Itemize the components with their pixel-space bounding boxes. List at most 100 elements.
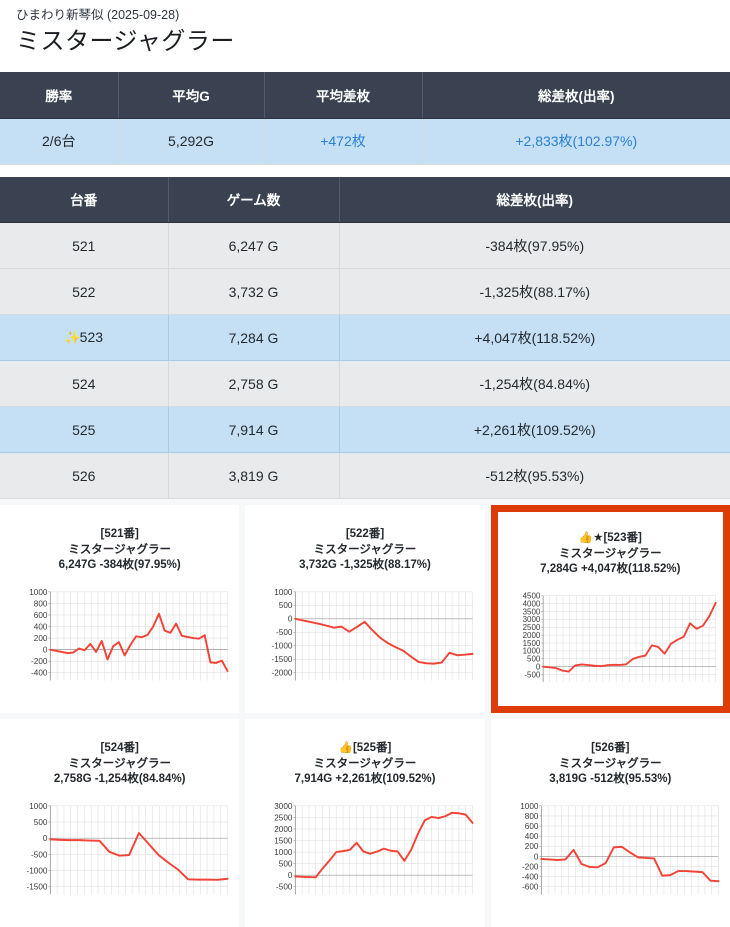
- y-tick-label: -500: [524, 670, 541, 679]
- card-title: 👍[525番] ミスタージャグラー 7,914G +2,261枚(109.52%): [249, 729, 480, 788]
- machines-table-wrap: 台番 ゲーム数 総差枚(出率) 521 6,247 G -384枚(97.95%) 5…: [0, 176, 730, 499]
- machines-table: 台番 ゲーム数 総差枚(出率) 521 6,247 G -384枚(97.95%) 5…: [0, 176, 730, 499]
- table-spacer: [0, 164, 730, 177]
- y-tick-label: -1000: [27, 866, 48, 875]
- table-row[interactable]: 526 3,819 G -512枚(95.53%): [0, 452, 730, 499]
- table-row[interactable]: ✨523 7,284 G +4,047枚(118.52%): [0, 314, 730, 361]
- y-axis-tick-labels: 1000 800 600 400 200 0 -200 -400: [29, 588, 51, 677]
- unit-number-label: 524: [72, 375, 96, 392]
- card-title: [521番] ミスタージャグラー 6,247G -384枚(97.95%): [4, 515, 235, 574]
- y-tick-label: 4000: [522, 599, 540, 608]
- y-tick-label: 1000: [29, 588, 48, 597]
- thumbs-up-icon: 👍: [338, 742, 353, 754]
- chart-container: 1000 500 0 -500 -1000 -1500: [4, 802, 235, 902]
- page-title: ミスタージャグラー: [16, 28, 235, 55]
- chart-card[interactable]: [521番] ミスタージャグラー 6,247G -384枚(97.95%) 1000 8…: [0, 505, 240, 713]
- table-row[interactable]: 521 6,247 G -384枚(97.95%): [0, 222, 730, 269]
- payout-line-chart: 1000 800 600 400 200 0 -200 -400: [29, 588, 229, 680]
- y-tick-label: 2500: [275, 813, 294, 822]
- y-tick-label: 600: [524, 821, 538, 830]
- y-tick-label: 500: [34, 817, 48, 826]
- chart-card[interactable]: 👍★[523番] ミスタージャグラー 7,284G +4,047枚(118.52%)…: [490, 505, 730, 713]
- data-series-line: [541, 601, 717, 672]
- chart-card[interactable]: [526番] ミスタージャグラー 3,819G -512枚(95.53%) 1000 8…: [490, 719, 730, 927]
- card-machine-name: ミスタージャグラー: [558, 757, 662, 770]
- y-tick-label: 1000: [522, 646, 540, 655]
- y-tick-label: 0: [536, 662, 541, 671]
- y-tick-label: -500: [276, 628, 293, 637]
- cell-total-diff: +4,047枚(118.52%): [339, 314, 730, 361]
- y-tick-label: 1000: [275, 588, 294, 597]
- sparkles-icon: ✨: [64, 330, 80, 345]
- y-tick-label: 600: [34, 610, 48, 619]
- summary-col-avg-games: 平均G: [118, 72, 265, 119]
- summary-col-total-diff: 総差枚(出率): [422, 72, 730, 119]
- cell-total-diff: +2,261枚(109.52%): [339, 406, 730, 453]
- card-title: 👍★[523番] ミスタージャグラー 7,284G +4,047枚(118.52%): [498, 515, 723, 578]
- card-title: [526番] ミスタージャグラー 3,819G -512枚(95.53%): [495, 729, 726, 788]
- page-header: ひまわり新琴似 (2025-09-28) ミスタージャグラー: [0, 0, 730, 72]
- y-tick-label: 4500: [522, 592, 540, 601]
- table-row[interactable]: 522 3,732 G -1,325枚(88.17%): [0, 268, 730, 315]
- y-tick-label: -1000: [272, 641, 293, 650]
- card-machine-name: ミスタージャグラー: [558, 547, 662, 560]
- cell-total-diff: -512枚(95.53%): [339, 452, 730, 499]
- machines-col-unit: 台番: [0, 176, 169, 223]
- cell-unit-number: 521: [0, 222, 169, 269]
- summary-table-wrap: 勝率 平均G 平均差枚 総差枚(出率) 2/6台 5,292G +472枚 +2…: [0, 72, 730, 177]
- summary-data-row: 2/6台 5,292G +472枚 +2,833枚(102.97%): [0, 118, 730, 165]
- y-tick-label: 2000: [522, 630, 540, 639]
- data-series-line: [49, 612, 229, 672]
- card-stats-line: 3,819G -512枚(95.53%): [549, 773, 672, 785]
- cell-unit-number: 526: [0, 452, 169, 499]
- y-tick-label: 3000: [522, 615, 540, 624]
- y-tick-label: -600: [522, 882, 539, 891]
- summary-col-avg-diff: 平均差枚: [264, 72, 423, 119]
- chart-card[interactable]: [522番] ミスタージャグラー 3,732G -1,325枚(88.17%) 100…: [245, 505, 485, 713]
- y-tick-label: 200: [524, 842, 538, 851]
- chart-card[interactable]: [524番] ミスタージャグラー 2,758G -1,254枚(84.84%) 100…: [0, 719, 240, 927]
- y-tick-label: 3500: [522, 607, 540, 616]
- y-tick-label: 800: [34, 599, 48, 608]
- unit-number-label: 526: [72, 467, 96, 484]
- cell-unit-number: 524: [0, 360, 169, 407]
- card-unit-label: [525番]: [352, 742, 392, 754]
- machines-table-body: 521 6,247 G -384枚(97.95%) 522 3,732 G -1,325枚…: [0, 222, 730, 499]
- y-axis-tick-labels: 1000 500 0 -500 -1000 -1500: [27, 802, 51, 891]
- card-unit-label: [521番]: [100, 528, 139, 540]
- machines-header-row: 台番 ゲーム数 総差枚(出率): [0, 176, 730, 223]
- y-tick-label: 500: [279, 859, 293, 868]
- chart-card[interactable]: 👍[525番] ミスタージャグラー 7,914G +2,261枚(109.52%) 3…: [245, 719, 485, 927]
- summary-avg-diff: +472枚: [264, 118, 423, 165]
- table-row[interactable]: 525 7,914 G +2,261枚(109.52%): [0, 406, 730, 453]
- card-machine-name: ミスタージャグラー: [68, 543, 172, 556]
- machines-col-games: ゲーム数: [168, 176, 340, 223]
- card-unit-line: [526番]: [495, 741, 726, 757]
- data-series-line: [294, 617, 474, 665]
- unit-number-label: 525: [72, 421, 96, 438]
- y-tick-label: 1000: [275, 847, 294, 856]
- payout-line-chart: 1000 500 0 -500 -1000 -1500 -2000: [272, 588, 474, 680]
- thumbs-up-star-icon: 👍★: [578, 532, 604, 544]
- y-tick-label: 500: [527, 654, 541, 663]
- card-title: [524番] ミスタージャグラー 2,758G -1,254枚(84.84%): [4, 729, 235, 788]
- chart-container: 1000 800 600 400 200 0 -200 -400 -600: [495, 802, 726, 902]
- y-tick-label: -500: [31, 850, 48, 859]
- cell-games: 7,914 G: [168, 406, 340, 453]
- y-tick-label: -200: [31, 657, 48, 666]
- card-machine-name: ミスタージャグラー: [313, 543, 417, 556]
- card-unit-label: [524番]: [100, 742, 139, 754]
- y-tick-label: 1500: [522, 638, 540, 647]
- y-tick-label: -1500: [27, 882, 48, 891]
- card-unit-line: 👍[525番]: [249, 741, 480, 757]
- table-row[interactable]: 524 2,758 G -1,254枚(84.84%): [0, 360, 730, 407]
- summary-col-win-rate: 勝率: [0, 72, 119, 119]
- y-tick-label: 3000: [275, 802, 294, 811]
- card-unit-line: 👍★[523番]: [498, 531, 723, 547]
- y-tick-label: 0: [43, 645, 48, 654]
- y-tick-label: 500: [279, 601, 293, 610]
